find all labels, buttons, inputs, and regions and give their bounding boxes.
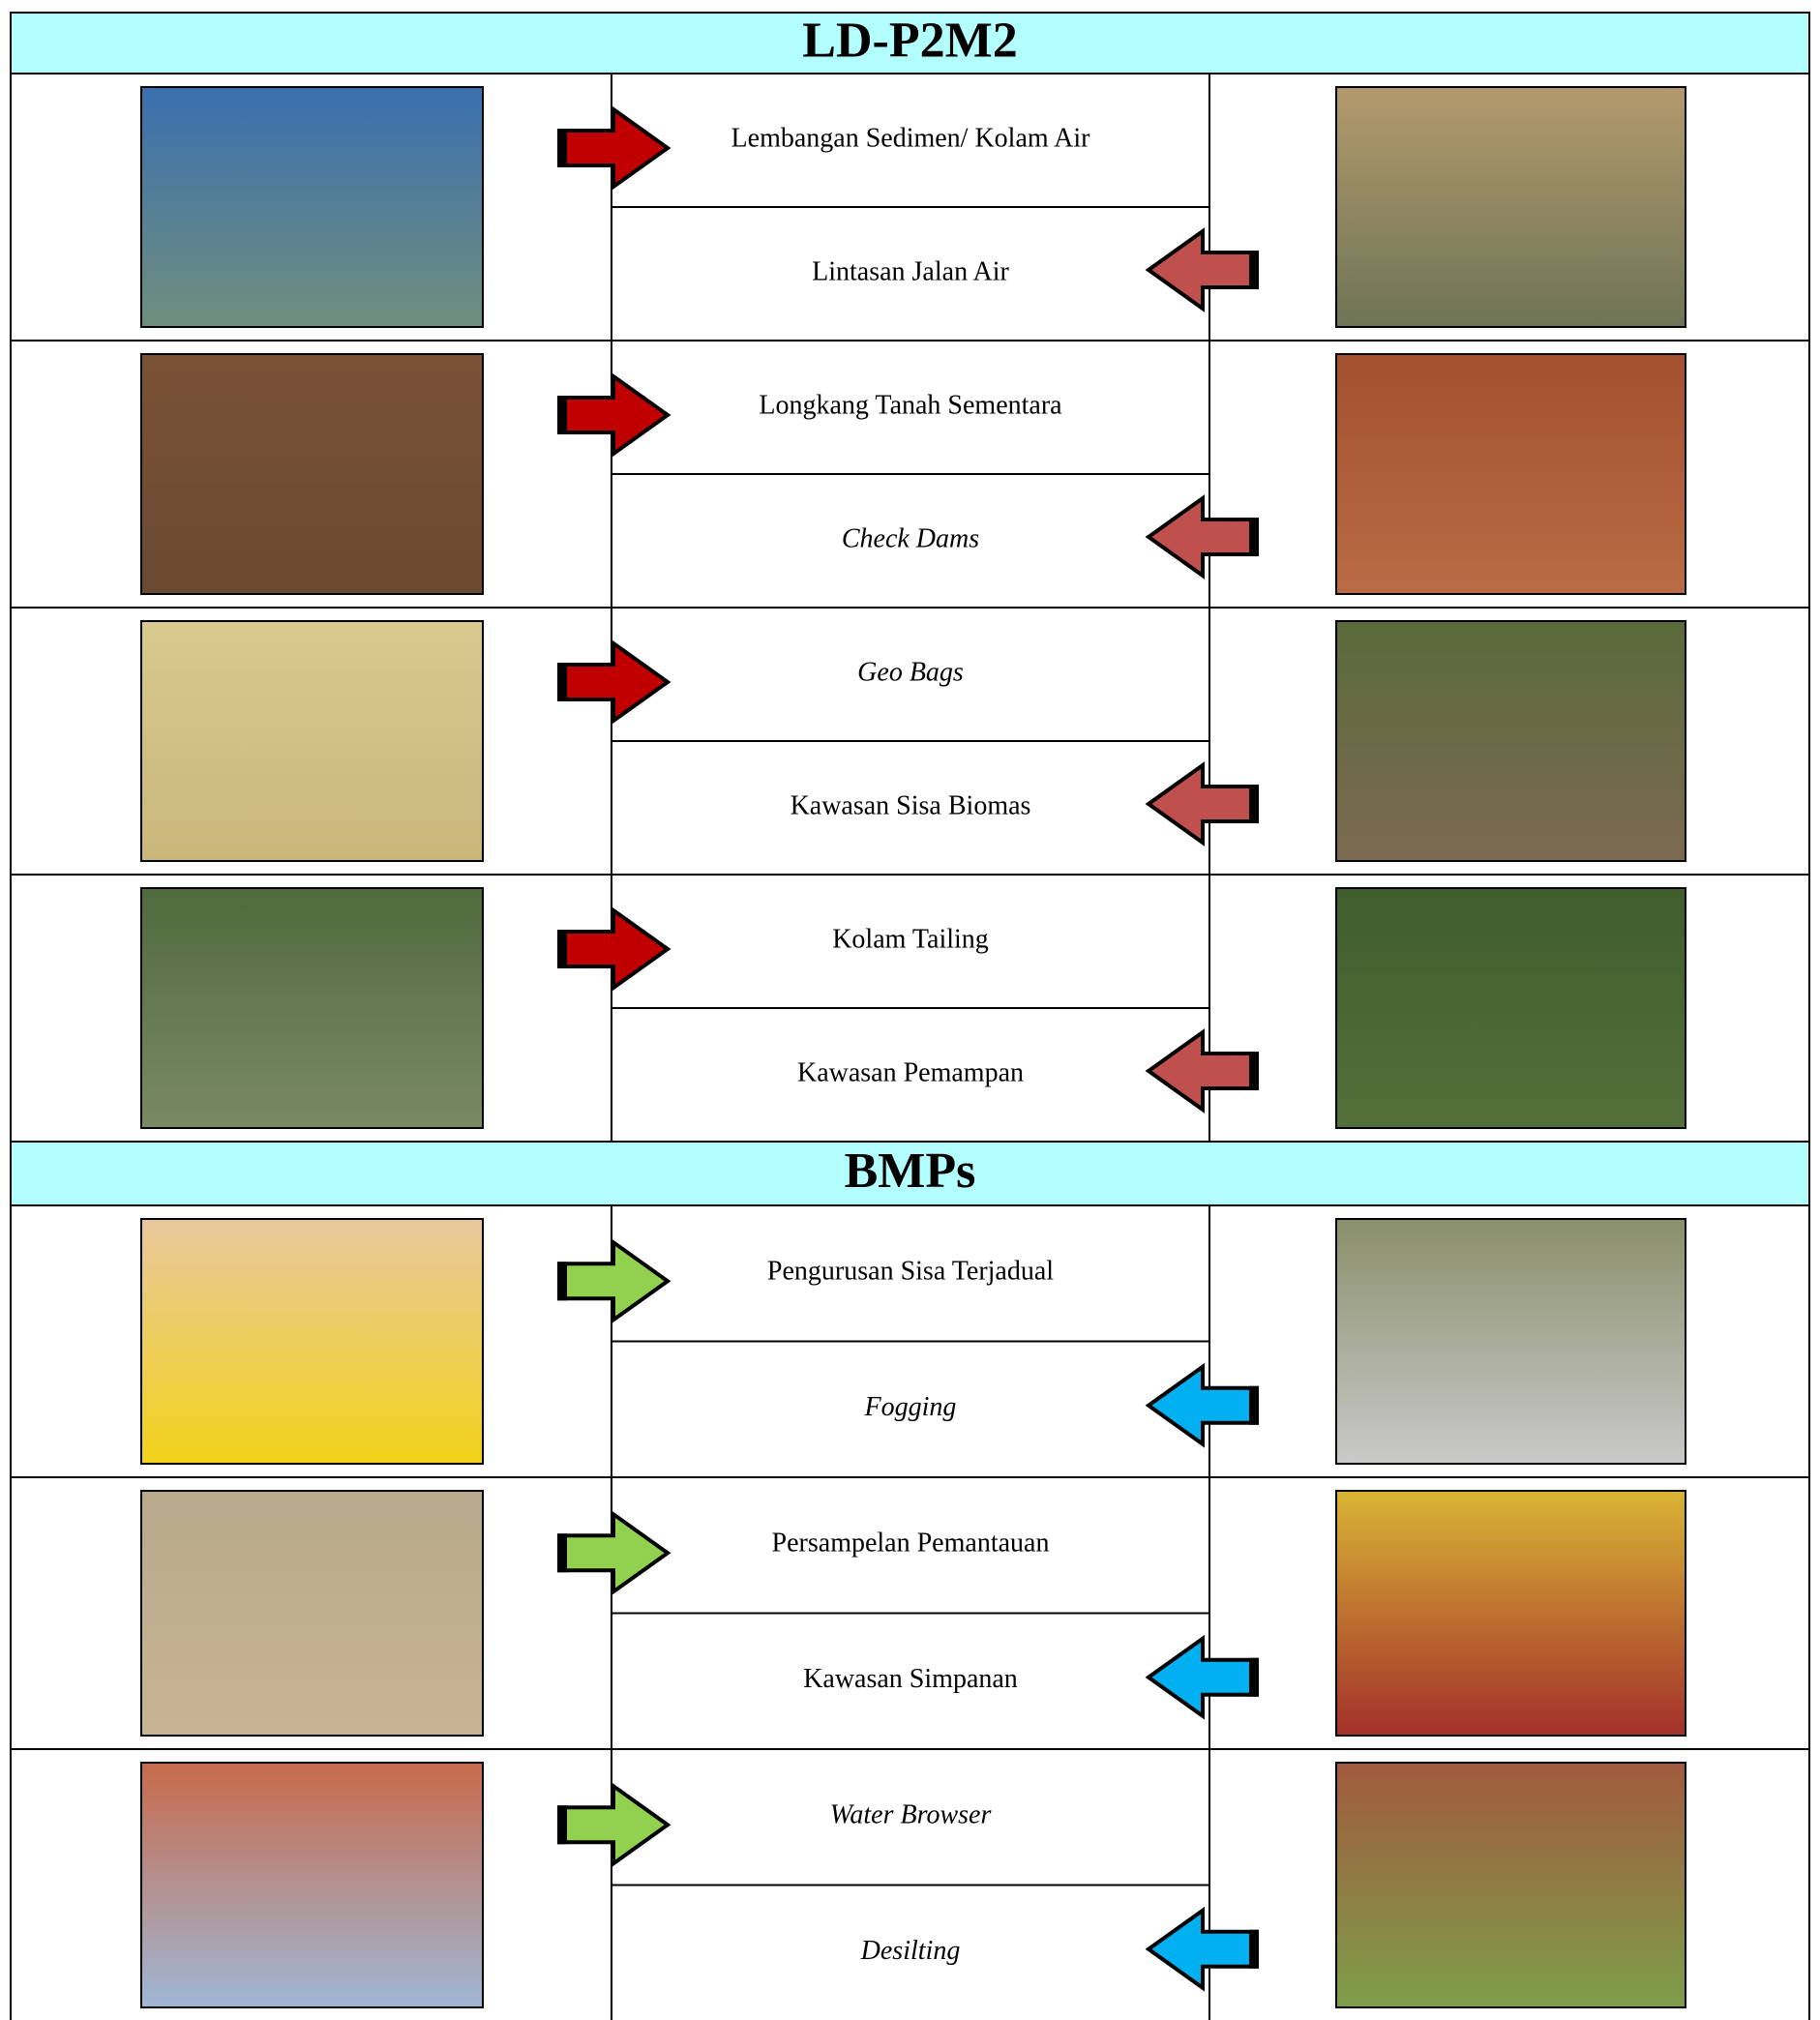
item-label: Lintasan Jalan Air — [812, 256, 1009, 286]
section-title: BMPs — [845, 1144, 976, 1199]
arrow — [1149, 1911, 1257, 1988]
item-label: Check Dams — [842, 523, 979, 553]
photo — [141, 87, 483, 327]
arrow-tail — [557, 396, 567, 434]
document: LD-P2M2 Lembangan Sedimen/ Kolam Air Linta… — [0, 0, 1820, 2020]
arrow — [559, 376, 668, 454]
arrow — [1149, 1367, 1257, 1444]
arrow-tail — [557, 930, 567, 968]
arrow-tail — [1249, 785, 1259, 823]
photo — [141, 888, 483, 1128]
arrow — [559, 1514, 668, 1591]
photo — [1336, 87, 1686, 327]
arrow — [559, 1242, 668, 1320]
item-label: Persampelan Pemantauan — [772, 1529, 1050, 1559]
photo — [141, 354, 483, 594]
arrow-tail — [557, 663, 567, 701]
arrow-tail — [1249, 251, 1259, 289]
item-label: Pengurusan Sisa Terjadual — [767, 1257, 1054, 1287]
photo — [141, 1763, 483, 2007]
arrow — [559, 643, 668, 721]
item-label: Kawasan Simpanan — [803, 1664, 1018, 1694]
item-label: Kawasan Sisa Biomas — [791, 790, 1031, 820]
item-label: Fogging — [864, 1392, 957, 1422]
arrow — [1149, 1639, 1257, 1716]
photo — [1336, 1219, 1686, 1464]
photo — [141, 621, 483, 861]
photo — [1336, 888, 1686, 1128]
item-label: Kolam Tailing — [832, 924, 989, 954]
page: LD-P2M2 Lembangan Sedimen/ Kolam Air Linta… — [0, 0, 1820, 2020]
item-label: Geo Bags — [857, 657, 964, 687]
item-label: Desilting — [860, 1936, 961, 1966]
arrow — [1149, 498, 1257, 576]
arrow-tail — [557, 1805, 567, 1844]
arrow-tail — [1249, 1930, 1259, 1969]
arrow-tail — [557, 129, 567, 167]
arrow — [1149, 231, 1257, 309]
photo — [1336, 1491, 1686, 1736]
item-label: Kawasan Pemampan — [797, 1057, 1024, 1087]
item-label: Water Browser — [830, 1800, 992, 1830]
arrow-tail — [557, 1262, 567, 1300]
arrow-tail — [557, 1533, 567, 1572]
arrow-tail — [1249, 1658, 1259, 1697]
arrow-tail — [1249, 518, 1259, 556]
item-label: Lembangan Sedimen/ Kolam Air — [731, 123, 1091, 153]
arrow — [559, 910, 668, 988]
arrow-tail — [1249, 1386, 1259, 1425]
arrow — [559, 109, 668, 187]
photo — [1336, 354, 1686, 594]
arrow — [1149, 765, 1257, 843]
photo — [1336, 621, 1686, 861]
photo — [1336, 1763, 1686, 2007]
item-label: Longkang Tanah Sementara — [759, 390, 1062, 420]
photo — [141, 1491, 483, 1736]
photo — [141, 1219, 483, 1464]
arrow-tail — [1249, 1052, 1259, 1090]
arrow — [1149, 1032, 1257, 1110]
section-title: LD-P2M2 — [802, 13, 1017, 68]
arrow — [559, 1786, 668, 1863]
